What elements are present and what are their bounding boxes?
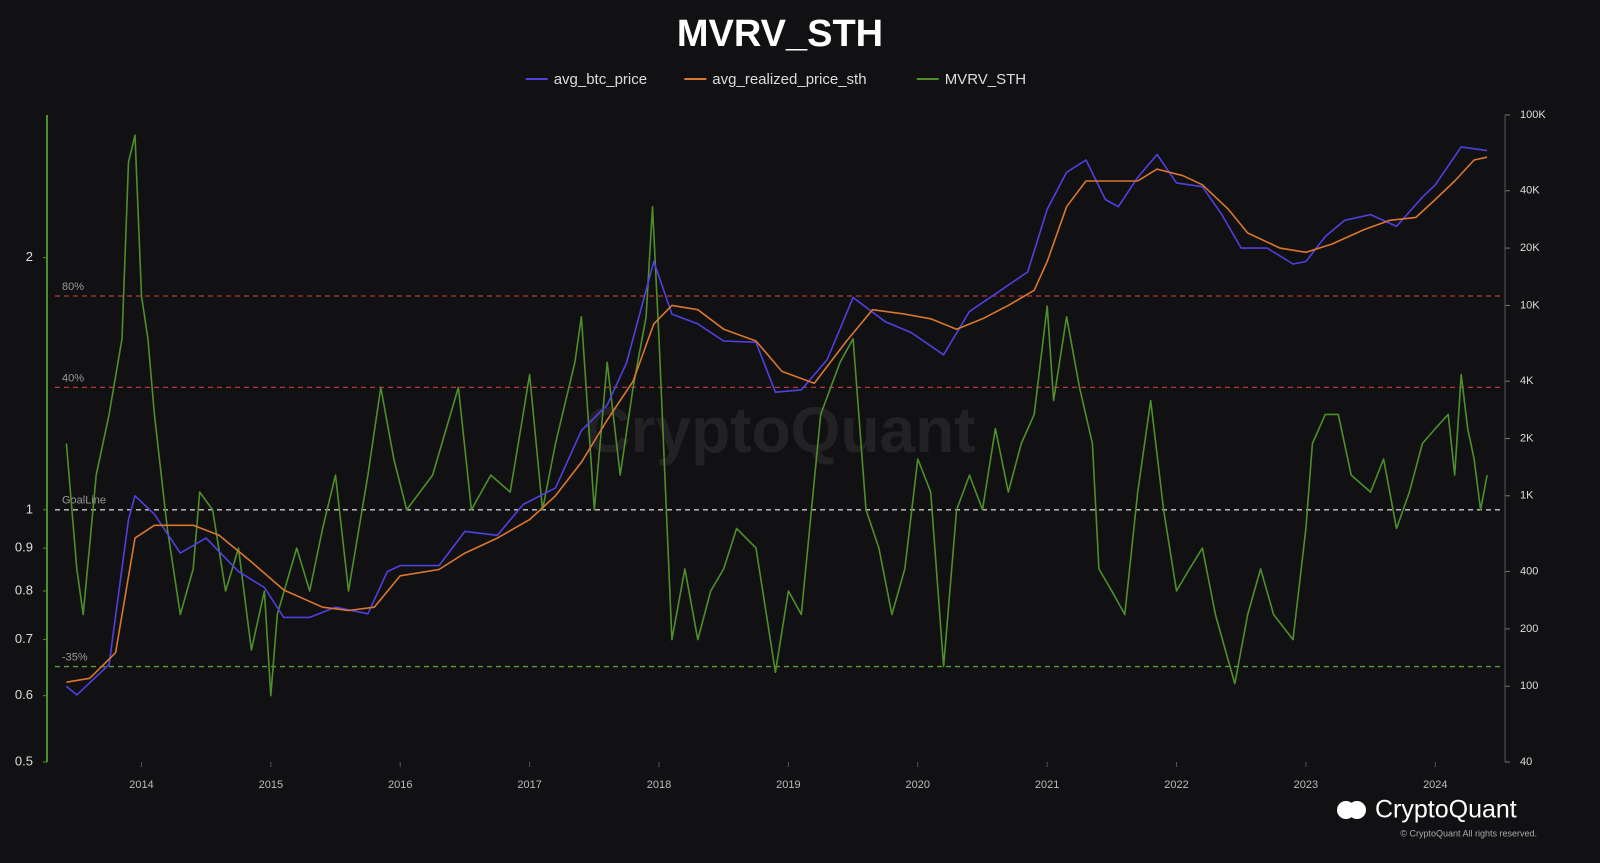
reference-label: GoalLine <box>62 495 106 507</box>
reference-label: 40% <box>62 372 84 384</box>
x-tick-label: 2017 <box>517 779 541 791</box>
y2-tick-label: 10K <box>1520 299 1540 311</box>
watermark: CryptoQuant <box>584 394 975 466</box>
chart-title: MVRV_STH <box>677 13 883 55</box>
x-tick-label: 2024 <box>1423 779 1447 791</box>
y-tick-label: 0.7 <box>15 631 33 646</box>
y-tick-label: 0.8 <box>15 582 33 597</box>
x-tick-label: 2019 <box>776 779 800 791</box>
reference-label: -35% <box>62 651 88 663</box>
y2-tick-label: 1K <box>1520 490 1534 502</box>
y2-tick-label: 40K <box>1520 185 1540 197</box>
legend: avg_btc_price avg_realized_price_sth MVRV_… <box>525 71 1026 88</box>
legend-label: MVRV_STH <box>945 71 1026 88</box>
y2-tick-label: 100K <box>1520 109 1546 121</box>
x-tick-label: 2016 <box>388 779 412 791</box>
y-tick-label: 2 <box>26 249 33 264</box>
y2-tick-label: 100 <box>1520 680 1538 692</box>
x-tick-label: 2023 <box>1294 779 1318 791</box>
y2-tick-label: 2K <box>1520 432 1534 444</box>
y-tick-label: 0.9 <box>15 540 33 555</box>
x-tick-label: 2021 <box>1035 779 1059 791</box>
series-line <box>65 146 1488 696</box>
brand-logo <box>1348 801 1366 819</box>
x-tick-label: 2022 <box>1164 779 1188 791</box>
brand: CryptoQuant <box>1375 796 1517 824</box>
y2-tick-label: 4K <box>1520 375 1534 387</box>
y2-tick-label: 400 <box>1520 565 1538 577</box>
copyright: © CryptoQuant All rights reserved. <box>1400 828 1537 838</box>
legend-label: avg_realized_price_sth <box>712 71 866 88</box>
y2-tick-label: 20K <box>1520 242 1540 254</box>
legend-label: avg_btc_price <box>554 71 647 88</box>
reference-label: 80% <box>62 281 84 293</box>
y-tick-label: 1 <box>26 501 33 516</box>
series-line <box>65 134 1488 697</box>
y2-tick-label: 200 <box>1520 623 1538 635</box>
y-tick-label: 0.5 <box>15 753 33 768</box>
x-tick-label: 2015 <box>259 779 283 791</box>
x-tick-label: 2018 <box>647 779 671 791</box>
y-tick-label: 0.6 <box>15 687 33 702</box>
x-tick-label: 2020 <box>906 779 930 791</box>
y2-tick-label: 40 <box>1520 756 1532 768</box>
x-tick-label: 2014 <box>129 779 153 791</box>
series-line <box>66 156 1488 683</box>
